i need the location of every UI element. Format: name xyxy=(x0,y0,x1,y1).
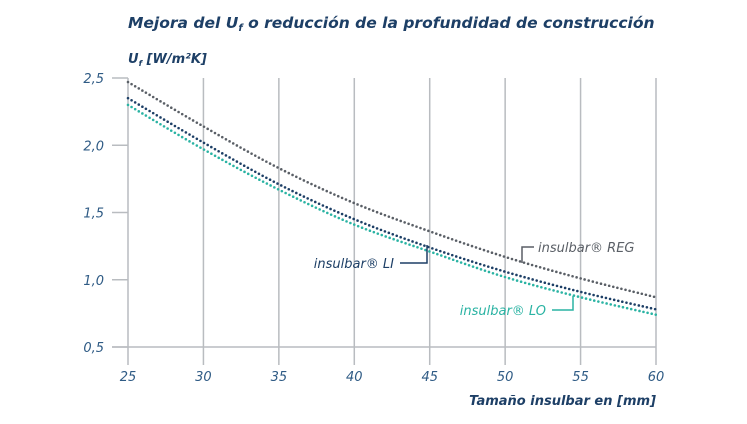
legend-label-reg: insulbar® REG xyxy=(538,241,635,256)
reg-leader-line xyxy=(522,247,534,263)
x-tick-label: 30 xyxy=(195,370,212,385)
y-tick-label: 1,5 xyxy=(83,207,104,222)
y-tick-label: 1,0 xyxy=(83,274,104,289)
chart-title: Mejora del Uf o reducción de la profundi… xyxy=(128,14,655,34)
x-tick-label: 40 xyxy=(346,370,363,385)
x-axis-label: Tamaño insulbar en [mm] xyxy=(469,394,656,409)
li-leader-line xyxy=(400,245,427,263)
lo-leader-line xyxy=(552,296,573,310)
y-tick-label: 0,5 xyxy=(83,341,104,356)
x-tick-label: 50 xyxy=(497,370,514,385)
x-tick-label: 60 xyxy=(648,370,665,385)
x-tick-label: 35 xyxy=(271,370,288,385)
y-tick-label: 2,5 xyxy=(83,72,104,87)
legend-label-lo: insulbar® LO xyxy=(460,304,546,319)
x-tick-label: 25 xyxy=(120,370,137,385)
y-axis-label: Uf [W/m²K] xyxy=(128,52,207,68)
x-tick-label: 45 xyxy=(421,370,438,385)
y-tick-label: 2,0 xyxy=(83,139,104,154)
legend-label-li: insulbar® LI xyxy=(314,257,394,272)
x-tick-label: 55 xyxy=(572,370,589,385)
series-line-2 xyxy=(128,105,656,315)
